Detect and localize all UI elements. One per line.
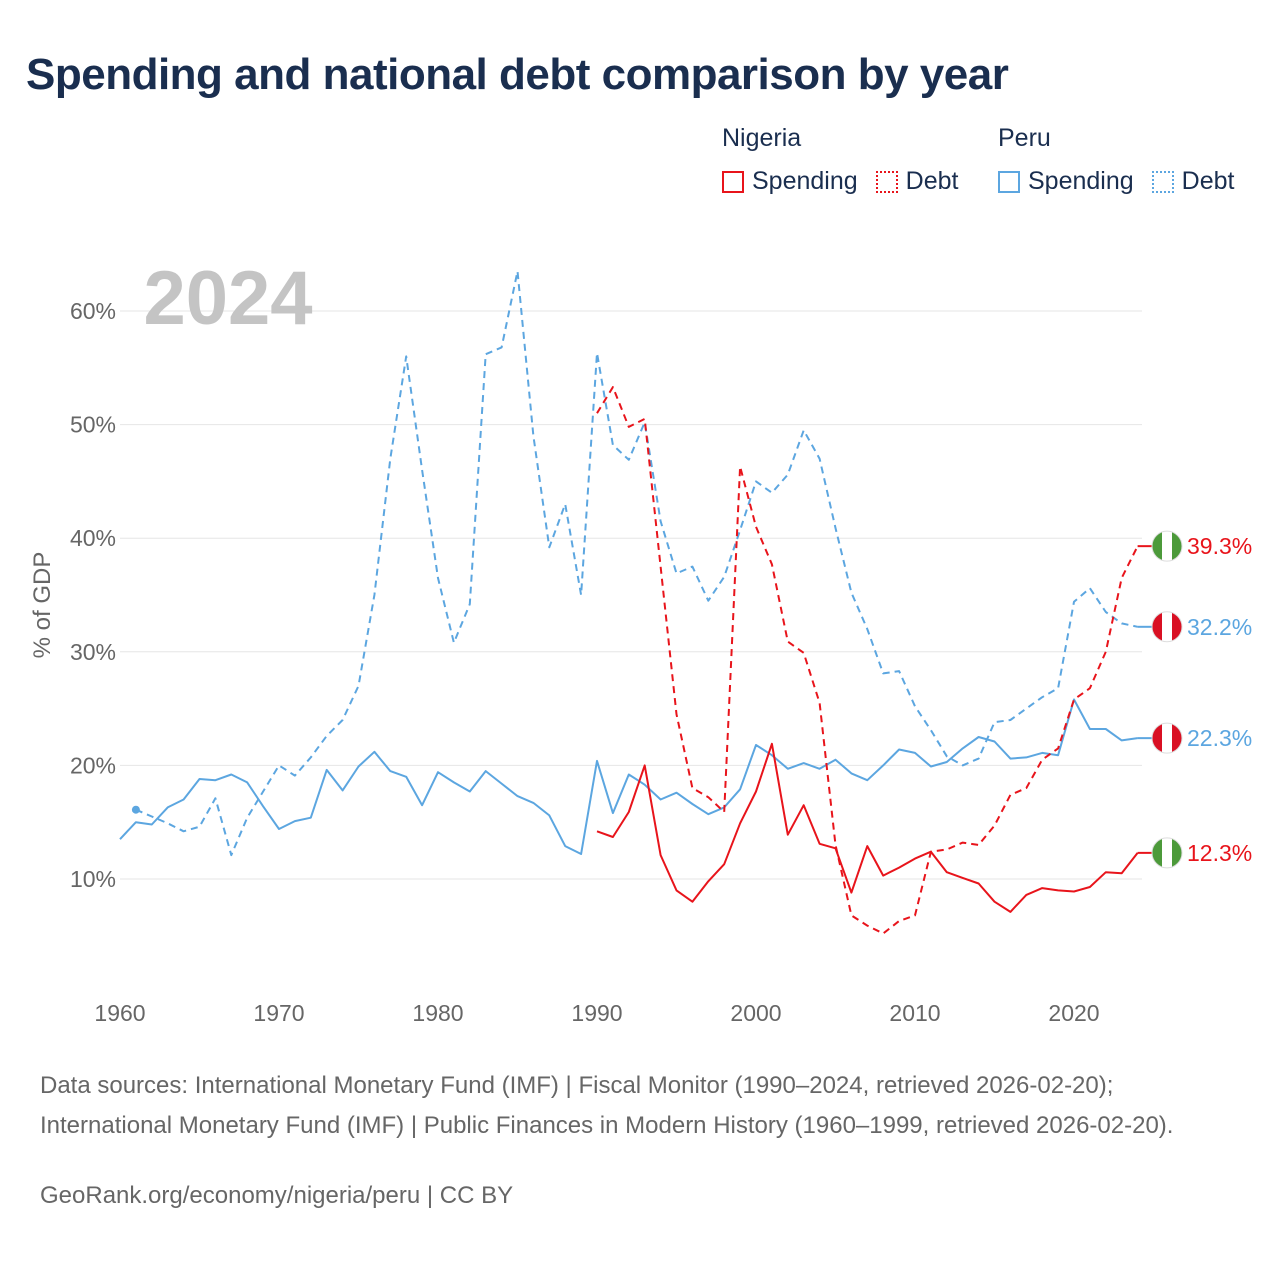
legend-nigeria-spending[interactable]: Spending <box>722 167 858 196</box>
y-tick-label: 50% <box>70 412 116 438</box>
nigeria-debt-end-label: 39.3% <box>1187 533 1252 559</box>
data-sources: Data sources: International Monetary Fun… <box>40 1072 1174 1139</box>
legend-peru-debt-label: Debt <box>1181 167 1235 195</box>
nigeria-debt-line <box>596 386 1139 935</box>
legend-peru-spending-swatch <box>998 170 1020 193</box>
x-tick-label: 2020 <box>1048 1000 1099 1026</box>
legend-peru: Peru Spending Debt <box>998 124 1252 196</box>
x-tick-label: 1970 <box>253 1000 304 1026</box>
legend-nigeria-spending-swatch <box>722 170 744 193</box>
nigeria-spending-line <box>596 742 1139 913</box>
peru-debt-line <box>135 270 1138 857</box>
legend-nigeria-spending-label: Spending <box>752 167 858 195</box>
legend-nigeria-title: Nigeria <box>722 124 802 152</box>
legend-nigeria: Nigeria Spending Debt <box>722 124 976 196</box>
x-tick-label: 1960 <box>94 1000 145 1026</box>
x-tick-label: 1980 <box>412 1000 463 1026</box>
gridlines <box>120 310 1142 880</box>
y-tick-label: 20% <box>70 752 116 778</box>
legend-nigeria-debt-label: Debt <box>905 167 959 195</box>
line-chart: 2024 % of GDP 10% 20% 30% 40% 50% 60% 1960 1970… <box>29 256 1252 1026</box>
peru-spending-line <box>119 698 1138 855</box>
axis-ticks: 10% 20% 30% 40% 50% 60% 1960 1970 1980 1990 2000 20… <box>70 298 1100 1026</box>
y-tick-label: 10% <box>70 866 116 892</box>
legend-peru-spending[interactable]: Spending <box>998 167 1134 196</box>
peru-debt-start-dot <box>131 805 140 814</box>
series-lines <box>119 270 1139 935</box>
peru-debt-end-label: 32.2% <box>1187 614 1252 640</box>
legend-nigeria-debt[interactable]: Debt <box>875 167 959 196</box>
year-watermark: 2024 <box>143 256 312 341</box>
peru-spending-end-label: 22.3% <box>1187 725 1252 751</box>
x-tick-label: 1990 <box>571 1000 622 1026</box>
nigeria-flag-icon-nigeria-debt <box>1151 530 1183 562</box>
legend-peru-debt-swatch <box>1151 170 1174 193</box>
nigeria-flag-icon-nigeria-spending <box>1151 837 1183 869</box>
peru-flag-icon-peru-spending <box>1151 722 1183 754</box>
x-tick-label: 2000 <box>730 1000 781 1026</box>
y-tick-label: 40% <box>70 525 116 551</box>
legend-peru-debt[interactable]: Debt <box>1151 167 1235 196</box>
y-axis-label: % of GDP <box>29 552 56 659</box>
y-tick-label: 60% <box>70 298 116 324</box>
peru-flag-icon-peru-debt <box>1151 611 1183 643</box>
credit-link[interactable]: GeoRank.org/economy/nigeria/peru | CC BY <box>40 1182 514 1209</box>
end-markers: 22.3% 32.2% 12.3% 39.3% <box>1137 530 1252 869</box>
x-tick-label: 2010 <box>889 1000 940 1026</box>
legend-peru-spending-label: Spending <box>1028 167 1134 195</box>
legend-nigeria-debt-swatch <box>875 170 898 193</box>
nigeria-spending-end-label: 12.3% <box>1187 840 1252 866</box>
y-tick-label: 30% <box>70 639 116 665</box>
chart-title: Spending and national debt comparison by… <box>26 50 1009 99</box>
legend-peru-title: Peru <box>998 124 1051 152</box>
